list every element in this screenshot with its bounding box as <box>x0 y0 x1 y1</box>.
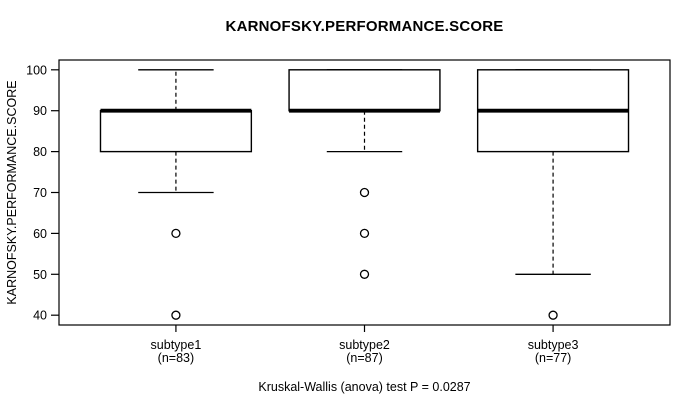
outlier-point <box>359 269 370 279</box>
y-tick-label: 100 <box>26 63 47 77</box>
outlier-point <box>171 310 181 320</box>
y-tick-label: 60 <box>33 227 47 241</box>
group-label: subtype2 <box>339 338 390 352</box>
group-label: subtype1 <box>151 338 202 352</box>
y-tick-label: 80 <box>33 145 47 159</box>
plot-render-layer: 405060708090100subtype1(n=83)subtype2(n=… <box>26 59 671 365</box>
group-label: subtype3 <box>528 338 579 352</box>
y-tick-label: 50 <box>33 268 47 282</box>
outlier-point <box>548 310 558 320</box>
outlier-point <box>171 228 181 239</box>
group-sublabel: (n=87) <box>346 351 382 365</box>
y-tick-label: 40 <box>33 309 47 323</box>
chart-title: KARNOFSKY.PERFORMANCE.SCORE <box>225 18 504 35</box>
outlier-point <box>359 187 370 198</box>
group-sublabel: (n=77) <box>535 351 571 365</box>
outlier-point <box>359 228 370 239</box>
y-tick-label: 70 <box>33 186 47 200</box>
group-sublabel: (n=83) <box>158 351 194 365</box>
y-tick-label: 90 <box>33 104 47 118</box>
iqr-box <box>288 69 441 112</box>
iqr-box <box>99 110 253 153</box>
stat-test-caption: Kruskal-Wallis (anova) test P = 0.0287 <box>258 380 471 394</box>
y-axis-label: KARNOFSKY.PERFORMANCE.SCORE <box>5 80 19 304</box>
